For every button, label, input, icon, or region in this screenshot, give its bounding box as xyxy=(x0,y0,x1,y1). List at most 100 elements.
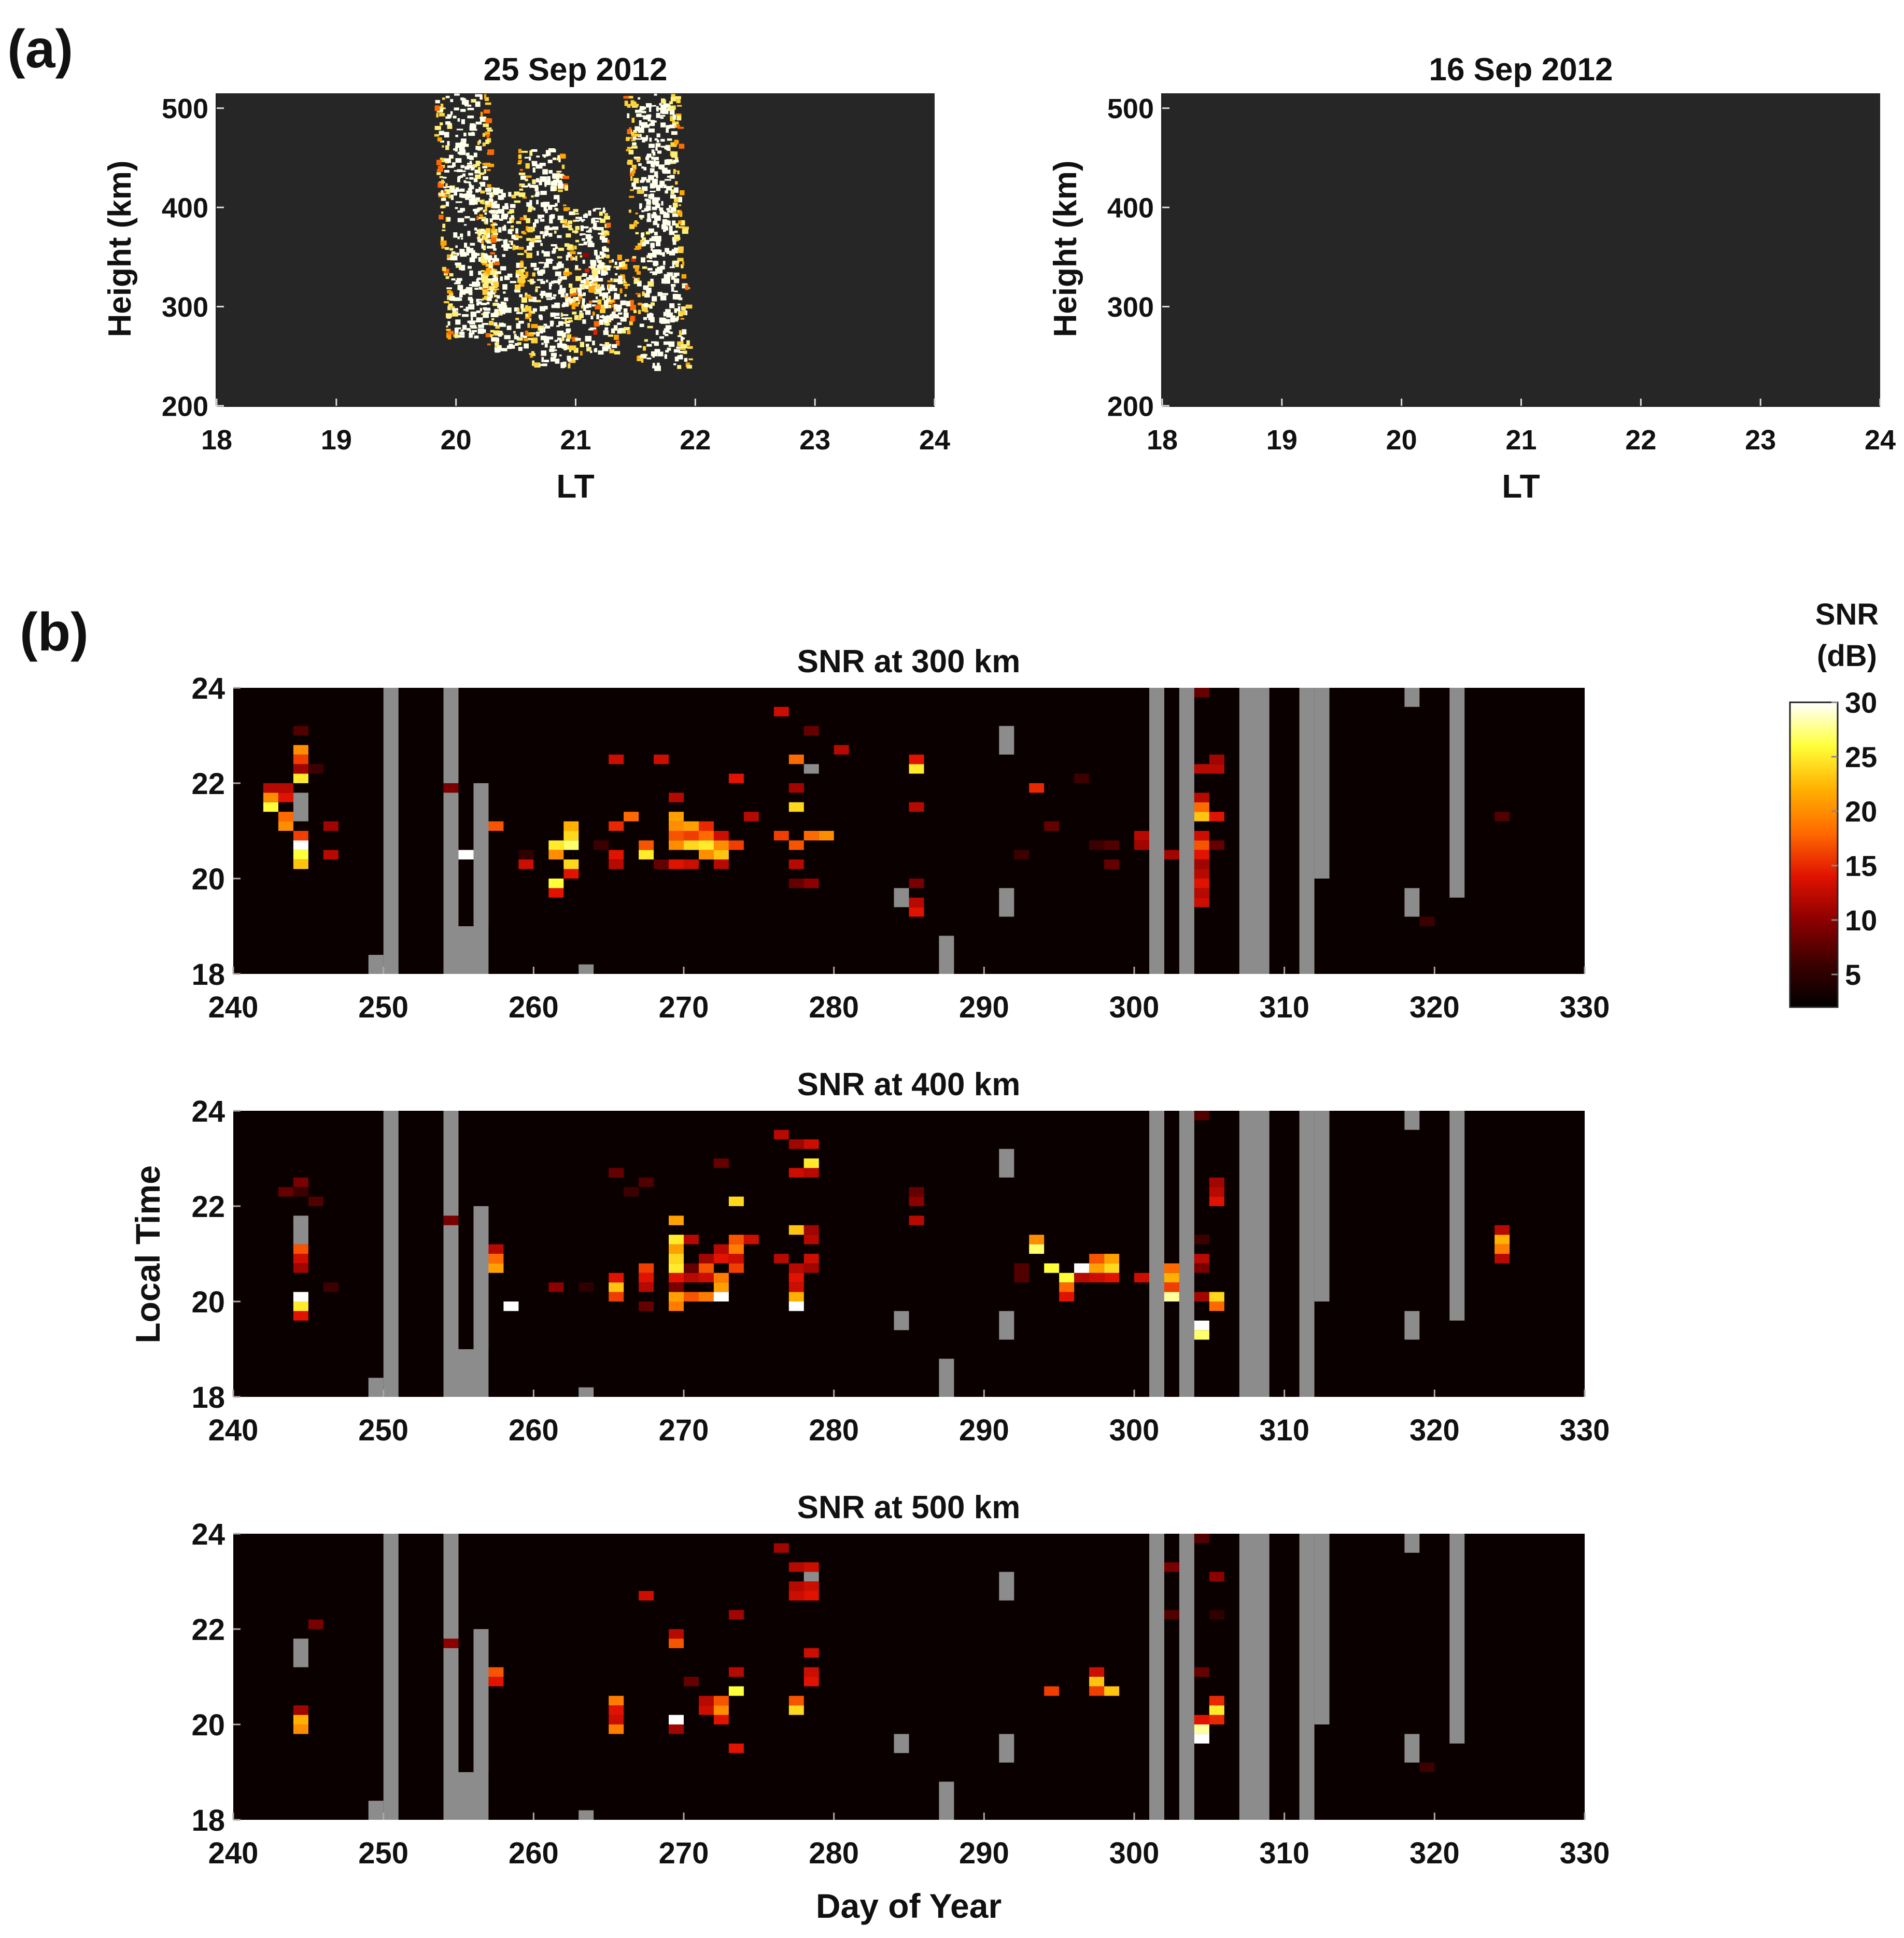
plume-pixel xyxy=(677,355,683,360)
plume-pixel xyxy=(475,161,480,166)
plume-pixel xyxy=(472,281,479,287)
plume-pixel xyxy=(461,100,468,105)
plume-pixel xyxy=(558,157,561,163)
x-tick-label: 320 xyxy=(1409,1836,1460,1870)
plume-pixel xyxy=(558,321,563,326)
plume-pixel xyxy=(448,292,454,298)
snr-cell xyxy=(713,1272,729,1283)
snr-cell xyxy=(609,1695,624,1706)
snr-cell xyxy=(1209,1572,1224,1581)
plume-pixel xyxy=(460,97,464,101)
plume-pixel xyxy=(472,330,477,332)
x-tick-label: 310 xyxy=(1259,1836,1309,1870)
plume-pixel xyxy=(561,317,567,319)
plume-pixel xyxy=(544,185,547,187)
plume-pixel xyxy=(629,173,632,176)
plume-pixel xyxy=(616,266,619,270)
plume-pixel xyxy=(482,275,488,280)
plume-pixel xyxy=(544,359,549,362)
plume-pixel xyxy=(528,206,533,211)
plume-pixel xyxy=(530,238,535,243)
plume-pixel xyxy=(443,195,448,197)
data-gap xyxy=(999,888,1014,917)
plume-pixel xyxy=(679,204,681,206)
snr-cell xyxy=(1089,1686,1105,1696)
plume-pixel xyxy=(496,309,502,315)
snr-cell xyxy=(639,840,654,850)
plume-pixel xyxy=(627,160,633,165)
plume-pixel xyxy=(441,211,444,214)
plume-pixel xyxy=(490,288,494,293)
plume-pixel xyxy=(671,315,676,319)
plume-pixel xyxy=(557,197,560,203)
plume-pixel xyxy=(674,125,677,128)
snr-cell xyxy=(713,1158,729,1168)
snr-cell xyxy=(684,859,699,869)
plume-pixel xyxy=(485,264,492,267)
plume-pixel xyxy=(474,228,477,231)
plume-pixel xyxy=(543,266,546,268)
plume-pixel xyxy=(630,168,633,172)
plume-pixel xyxy=(460,208,465,211)
plume-pixel xyxy=(659,180,665,187)
snr-cell xyxy=(788,859,804,869)
plume-pixel xyxy=(629,137,632,139)
plume-pixel xyxy=(557,343,560,348)
plume-pixel xyxy=(492,303,500,306)
plume-pixel xyxy=(572,257,575,260)
plume-pixel xyxy=(436,172,441,175)
plume-pixel xyxy=(525,163,530,169)
plume-pixel xyxy=(574,315,579,320)
plume-pixel xyxy=(607,266,611,269)
plume-pixel xyxy=(525,330,528,335)
plume-pixel xyxy=(664,354,667,359)
snr-cell xyxy=(518,850,534,860)
plume-pixel xyxy=(642,266,647,269)
plume-pixel xyxy=(572,302,579,307)
x-tick-label: 290 xyxy=(959,1413,1009,1447)
plume-pixel xyxy=(641,233,644,238)
snr-cell xyxy=(803,1648,819,1658)
x-tick-label: 19 xyxy=(1266,425,1297,456)
plume-pixel xyxy=(586,280,589,286)
x-tick-label: 22 xyxy=(1625,425,1656,456)
plume-pixel xyxy=(682,261,685,266)
plume-pixel xyxy=(640,239,645,244)
x-ticks-b3: 240 250 260 270 280 290 300 310 320 330 xyxy=(208,1813,1610,1870)
plume-pixel xyxy=(508,192,512,197)
plume-pixel xyxy=(557,172,560,175)
plume-pixel xyxy=(548,170,553,174)
plume-pixel xyxy=(575,239,580,243)
plume-pixel xyxy=(529,353,534,355)
plume-pixel xyxy=(554,195,560,200)
x-axis-label-day-of-year: Day of Year xyxy=(816,1887,1002,1925)
plume-pixel xyxy=(594,321,600,327)
plume-pixel xyxy=(588,210,591,216)
plume-pixel xyxy=(583,253,589,257)
chart-title-a2: 16 Sep 2012 xyxy=(1429,52,1613,88)
plume-pixel xyxy=(623,312,627,317)
plume-pixel xyxy=(444,189,450,195)
snr-cell xyxy=(293,1187,308,1197)
plume-pixel xyxy=(532,161,537,166)
snr-cell xyxy=(728,773,744,783)
plume-pixel xyxy=(525,295,531,298)
plume-pixel xyxy=(520,278,526,284)
plume-pixel xyxy=(540,219,545,222)
plume-pixel xyxy=(490,334,493,337)
plume-pixel xyxy=(577,252,582,254)
plume-pixel xyxy=(643,107,646,109)
plume-pixel xyxy=(559,343,566,348)
plume-pixel xyxy=(563,321,567,324)
snr-cell xyxy=(609,1168,624,1178)
plume-pixel xyxy=(664,274,670,280)
plume-pixel xyxy=(654,249,660,253)
plume-pixel xyxy=(610,278,613,280)
plume-pixel xyxy=(441,179,444,184)
plume-pixel xyxy=(631,257,636,262)
plume-pixel xyxy=(634,126,640,131)
plume-pixel xyxy=(667,220,671,226)
plume-pixel xyxy=(517,163,521,165)
plume-pixel xyxy=(524,266,527,269)
data-gap xyxy=(368,1378,384,1397)
